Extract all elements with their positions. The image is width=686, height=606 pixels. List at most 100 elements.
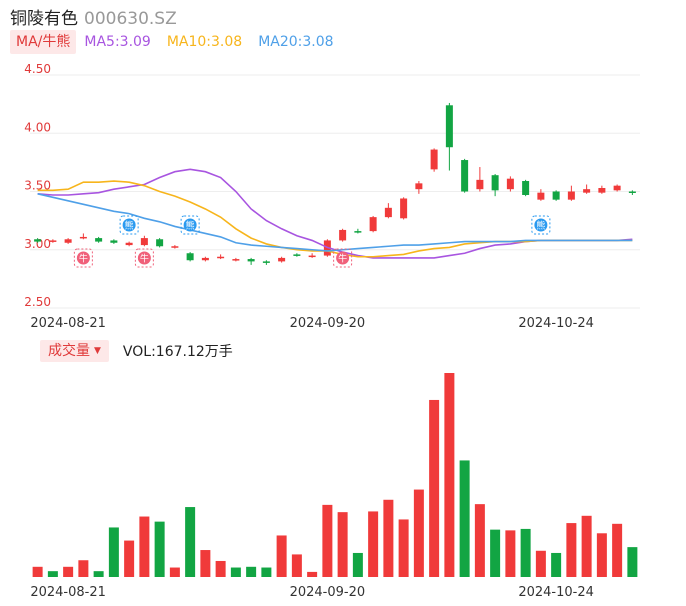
x-tick-label: 2024-09-20 <box>290 585 366 600</box>
candlestick <box>384 203 392 219</box>
y-tick-label: 3.50 <box>24 179 51 193</box>
volume-bar <box>47 571 58 577</box>
volume-bar <box>551 552 562 577</box>
signal-badge <box>122 218 136 232</box>
bull-signal-icon: 牛 <box>333 248 353 268</box>
bull-signal-icon: 牛 <box>73 248 93 268</box>
volume-bar <box>291 554 302 577</box>
volume-bar <box>215 560 226 577</box>
candlestick <box>415 181 423 194</box>
candle-body <box>552 191 560 200</box>
volume-legend: 成交量 ▼ VOL:167.12万手 <box>40 340 233 362</box>
candlestick <box>262 260 270 265</box>
volume-bar <box>276 535 287 577</box>
candle-body <box>156 239 164 247</box>
candlestick <box>171 245 179 249</box>
candle-body <box>64 239 72 243</box>
volume-bar <box>444 373 455 577</box>
dropdown-triangle-icon: ▼ <box>94 346 101 356</box>
volume-bar <box>154 521 165 577</box>
y-tick-label: 4.50 <box>24 62 51 76</box>
candlestick <box>369 215 377 233</box>
price-chart[interactable]: 4.50 4.00 3.50 3.00 2.50 2024-08-21 2024-09-20… <box>0 60 686 330</box>
candle-body <box>415 183 423 190</box>
volume-chart[interactable]: 2024-08-21 2024-09-20 2024-10-24 <box>0 365 686 606</box>
bear-signal-icon: 熊 <box>119 215 139 235</box>
candle-body <box>95 238 103 242</box>
candlestick <box>552 190 560 201</box>
signal-label: 牛 <box>140 253 149 265</box>
volume-bar <box>581 515 592 577</box>
y-tick-label: 3.00 <box>24 237 51 251</box>
candle-body <box>628 191 636 193</box>
candlestick <box>125 241 133 247</box>
volume-bar <box>200 550 211 577</box>
candlestick <box>186 252 194 262</box>
x-tick-label: 2024-10-24 <box>518 585 594 600</box>
x-tick-label: 2024-10-24 <box>518 316 594 330</box>
candlestick <box>34 238 42 243</box>
candlestick <box>567 185 575 201</box>
bear-signal-icon: 熊 <box>531 215 551 235</box>
candlestick <box>217 254 225 260</box>
signal-frame <box>333 248 353 268</box>
candlestick <box>354 228 362 234</box>
candlestick <box>628 190 636 195</box>
volume-bar <box>261 567 272 577</box>
volume-bar <box>535 550 546 577</box>
candlestick <box>140 235 148 247</box>
candle-body <box>110 240 118 243</box>
candle-body <box>461 160 469 192</box>
candle-body <box>201 257 209 261</box>
volume-bar <box>124 540 135 577</box>
candle-body <box>79 236 87 239</box>
x-tick-label: 2024-08-21 <box>30 585 106 600</box>
candle-body <box>278 257 286 262</box>
candlestick <box>201 256 209 262</box>
ma10-line <box>37 180 633 258</box>
candle-body <box>140 238 148 246</box>
volume-bar <box>566 523 577 577</box>
signal-frame <box>73 248 93 268</box>
candle-body <box>339 229 347 241</box>
signal-badge <box>137 251 151 265</box>
candle-body <box>445 105 453 148</box>
volume-bar <box>627 547 638 577</box>
candlestick <box>308 253 316 258</box>
candlestick <box>583 184 591 194</box>
candle-body <box>369 217 377 232</box>
candlestick <box>339 228 347 242</box>
candlestick <box>598 185 606 194</box>
candle-body <box>217 256 225 259</box>
candlestick <box>247 257 255 265</box>
candlestick <box>293 253 301 257</box>
ma10-label: MA10:3.08 <box>166 34 243 50</box>
signal-frame <box>180 215 200 235</box>
volume-value: VOL:167.12万手 <box>122 344 233 360</box>
volume-bar <box>307 571 318 577</box>
candle-body <box>384 207 392 218</box>
candle-body <box>567 191 575 200</box>
candle-body <box>232 259 240 261</box>
x-tick-label: 2024-09-20 <box>290 316 366 330</box>
signal-label: 熊 <box>186 220 195 232</box>
volume-bar <box>169 567 180 577</box>
candlestick <box>232 257 240 262</box>
ma20-label: MA20:3.08 <box>258 34 334 50</box>
volume-bar <box>352 552 363 577</box>
candlestick <box>613 184 621 192</box>
candlestick <box>110 239 118 244</box>
volume-bar <box>398 519 409 577</box>
volume-bar <box>337 512 348 577</box>
candle-body <box>400 198 408 219</box>
volume-indicator-toggle[interactable]: 成交量 ▼ <box>40 340 109 362</box>
candle-body <box>186 253 194 261</box>
candlestick <box>278 256 286 263</box>
stock-title: 铜陵有色 000630.SZ <box>10 4 177 29</box>
candlestick <box>49 239 57 243</box>
volume-bar <box>413 489 424 577</box>
x-tick-label: 2024-08-21 <box>30 316 106 330</box>
signal-badge <box>336 251 350 265</box>
stock-code: 000630.SZ <box>84 9 177 29</box>
ma-type-toggle[interactable]: MA/牛熊 <box>10 30 77 54</box>
